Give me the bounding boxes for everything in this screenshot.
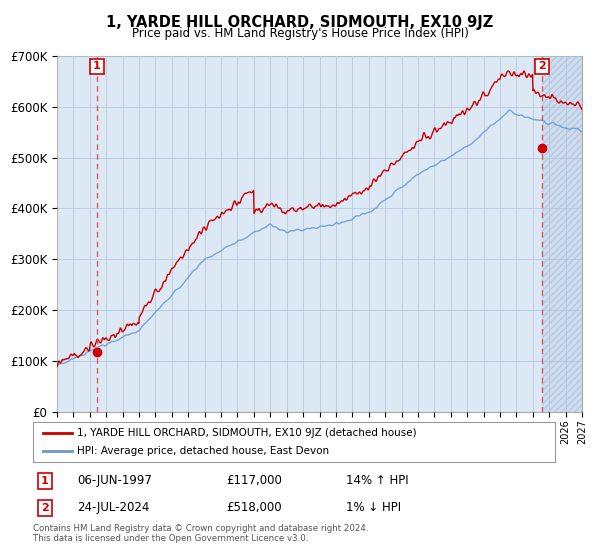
Text: 1, YARDE HILL ORCHARD, SIDMOUTH, EX10 9JZ: 1, YARDE HILL ORCHARD, SIDMOUTH, EX10 9J… (106, 15, 494, 30)
Text: 1: 1 (41, 476, 49, 486)
Text: Price paid vs. HM Land Registry's House Price Index (HPI): Price paid vs. HM Land Registry's House … (131, 27, 469, 40)
Text: £117,000: £117,000 (226, 474, 282, 487)
Text: 14% ↑ HPI: 14% ↑ HPI (346, 474, 409, 487)
Text: 1% ↓ HPI: 1% ↓ HPI (346, 501, 401, 514)
Text: 2: 2 (538, 62, 546, 71)
Text: 2: 2 (41, 503, 49, 513)
Text: 06-JUN-1997: 06-JUN-1997 (77, 474, 152, 487)
Text: 1, YARDE HILL ORCHARD, SIDMOUTH, EX10 9JZ (detached house): 1, YARDE HILL ORCHARD, SIDMOUTH, EX10 9J… (77, 428, 417, 437)
Text: HPI: Average price, detached house, East Devon: HPI: Average price, detached house, East… (77, 446, 329, 456)
Text: 24-JUL-2024: 24-JUL-2024 (77, 501, 150, 514)
Bar (542, 56, 582, 412)
Text: £518,000: £518,000 (226, 501, 282, 514)
Text: Contains HM Land Registry data © Crown copyright and database right 2024.
This d: Contains HM Land Registry data © Crown c… (33, 524, 368, 543)
Text: 1: 1 (93, 62, 101, 71)
